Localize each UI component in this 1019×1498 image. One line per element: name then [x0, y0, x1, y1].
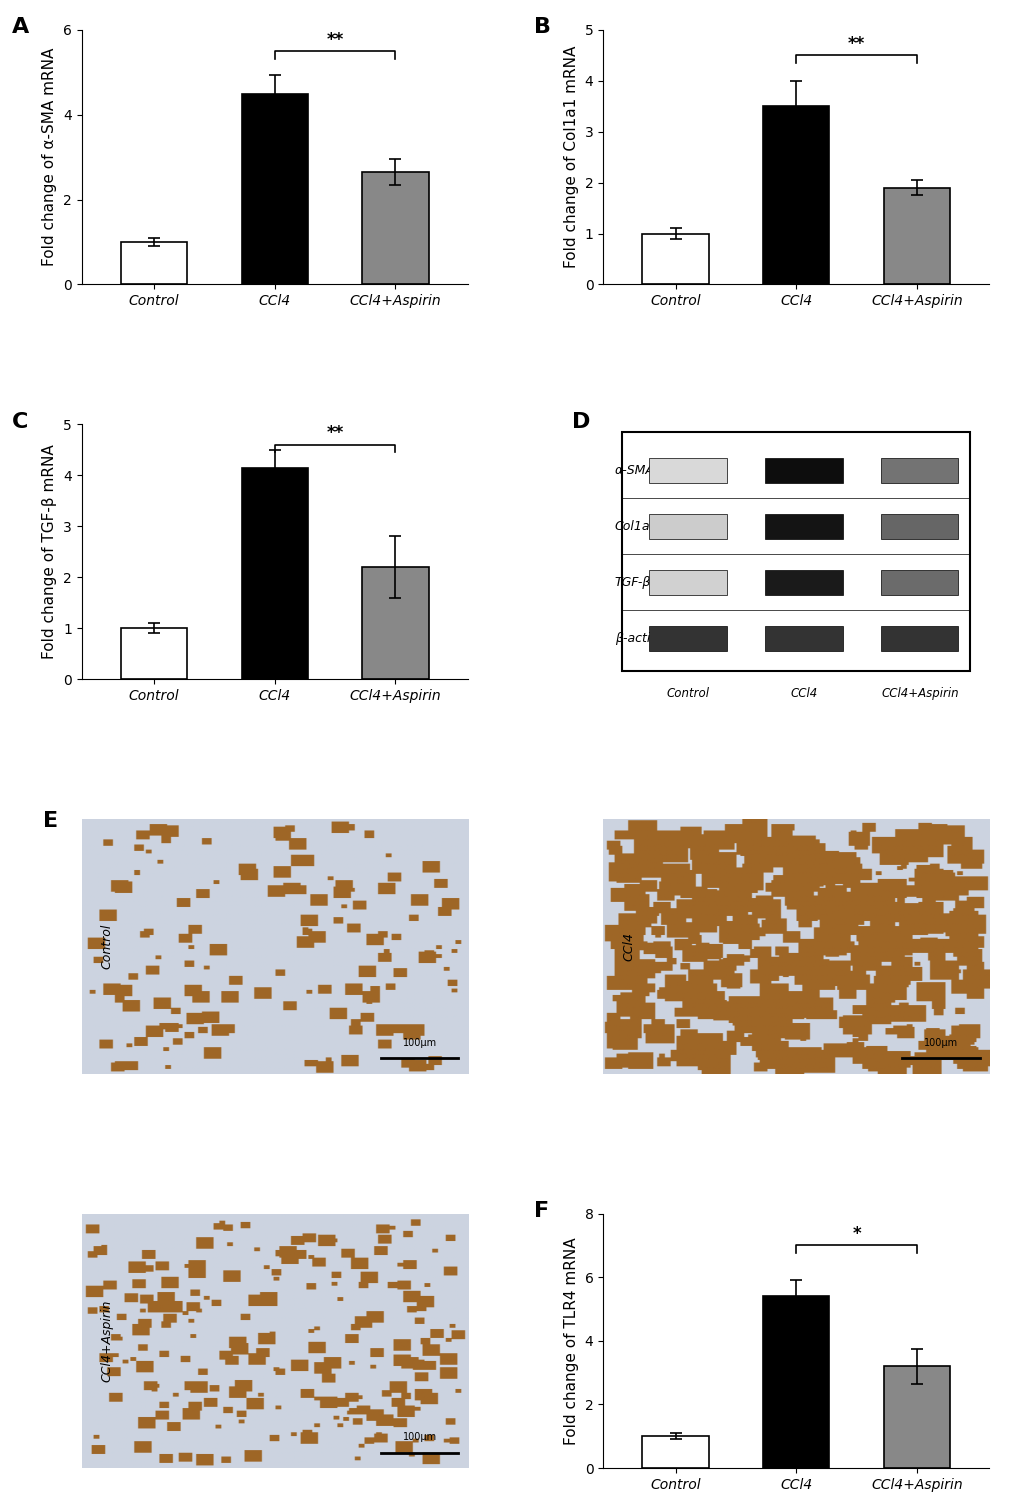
Text: CCl4: CCl4: [622, 932, 635, 960]
Bar: [649, 569, 726, 595]
Bar: [120, 628, 187, 679]
Bar: [642, 1437, 708, 1468]
Bar: [649, 514, 726, 539]
Bar: [880, 569, 958, 595]
Text: **: **: [326, 424, 343, 442]
Text: CCl4: CCl4: [790, 686, 817, 700]
Text: α-SMA: α-SMA: [614, 464, 654, 476]
Text: Control: Control: [666, 686, 709, 700]
Y-axis label: Fold change of Col1a1 mRNA: Fold change of Col1a1 mRNA: [564, 46, 579, 268]
Bar: [242, 93, 308, 285]
Text: Control: Control: [101, 924, 114, 969]
Text: **: **: [326, 30, 343, 48]
Text: CCl4+Aspirin: CCl4+Aspirin: [101, 1300, 114, 1383]
Bar: [764, 457, 842, 482]
Bar: [762, 106, 828, 285]
Y-axis label: Fold change of TGF-β mRNA: Fold change of TGF-β mRNA: [43, 445, 57, 659]
Text: *: *: [852, 1225, 860, 1243]
Bar: [649, 626, 726, 652]
Bar: [880, 514, 958, 539]
Bar: [882, 1366, 950, 1468]
Text: TGF-β1: TGF-β1: [614, 575, 658, 589]
Bar: [642, 234, 708, 285]
Text: 100μm: 100μm: [403, 1432, 436, 1443]
Bar: [362, 172, 428, 285]
Text: B: B: [533, 18, 550, 37]
Bar: [120, 243, 187, 285]
Bar: [362, 568, 428, 679]
Text: C: C: [12, 412, 29, 431]
Text: 100μm: 100μm: [923, 1038, 957, 1047]
Text: A: A: [12, 18, 30, 37]
Bar: [764, 569, 842, 595]
Text: F: F: [533, 1201, 548, 1221]
Y-axis label: Fold change of α-SMA mRNA: Fold change of α-SMA mRNA: [43, 48, 57, 267]
Text: β-actin: β-actin: [614, 632, 657, 644]
Bar: [882, 187, 950, 285]
Bar: [242, 467, 308, 679]
Text: E: E: [43, 812, 58, 831]
Bar: [762, 1296, 828, 1468]
Y-axis label: Fold change of TLR4 mRNA: Fold change of TLR4 mRNA: [564, 1237, 579, 1444]
Bar: [764, 514, 842, 539]
Bar: [880, 457, 958, 482]
Bar: [880, 626, 958, 652]
Text: D: D: [572, 412, 590, 431]
Bar: [649, 457, 726, 482]
Text: **: **: [847, 34, 864, 52]
Text: Col1a1: Col1a1: [614, 520, 657, 533]
Bar: [764, 626, 842, 652]
Text: 100μm: 100μm: [403, 1038, 436, 1047]
Text: CCl4+Aspirin: CCl4+Aspirin: [880, 686, 958, 700]
